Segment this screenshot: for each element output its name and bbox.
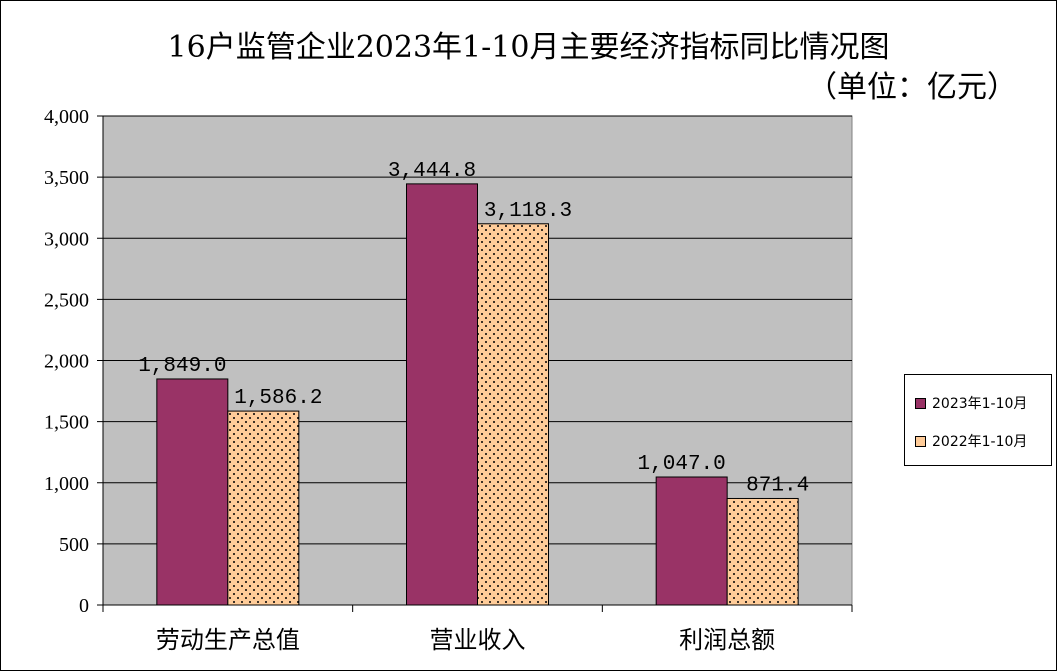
bar-1-0 (406, 183, 478, 606)
y-tick-label: 1,000 (44, 473, 89, 495)
data-label-1-0: 3,444.8 (388, 160, 476, 183)
bar-1-1 (477, 223, 549, 606)
y-tick-label: 2,500 (44, 289, 89, 311)
category-label-1: 营业收入 (430, 626, 526, 654)
category-label-0: 劳动生产总值 (156, 626, 300, 654)
legend-swatch-2023 (915, 397, 926, 409)
y-tick-label: 3,500 (44, 167, 89, 189)
data-label-2-1: 871.4 (746, 474, 809, 497)
data-label-2-0: 1,047.0 (638, 453, 726, 476)
y-tick-label: 3,000 (44, 228, 89, 250)
y-tick-label: 4,000 (44, 106, 89, 128)
bar-2-0 (655, 476, 728, 606)
data-label-0-0: 1,849.0 (138, 355, 226, 378)
category-label-2: 利润总额 (679, 626, 775, 654)
chart-title: 16户监管企业2023年1-10月主要经济指标同比情况图 (167, 30, 890, 65)
y-tick-label: 0 (79, 595, 89, 617)
data-label-0-1: 1,586.2 (234, 387, 322, 410)
legend-item-2023: 2023年1-10月 (915, 393, 1027, 413)
legend-label-2023: 2023年1-10月 (932, 396, 1028, 412)
legend-label-2022: 2022年1-10月 (932, 434, 1028, 450)
y-tick-label: 500 (59, 534, 89, 556)
bar-2-1 (726, 497, 799, 606)
y-tick-label: 2,000 (44, 351, 89, 373)
chart-subtitle: （单位：亿元） (807, 70, 1017, 105)
y-tick-label: 1,500 (44, 412, 89, 434)
legend: 2023年1-10月 2022年1-10月 (904, 374, 1052, 466)
bar-0-1 (227, 410, 300, 606)
legend-swatch-2022 (915, 435, 926, 447)
bar-0-0 (156, 378, 229, 606)
legend-item-2022: 2022年1-10月 (915, 431, 1027, 451)
data-label-1-1: 3,118.3 (484, 200, 572, 223)
